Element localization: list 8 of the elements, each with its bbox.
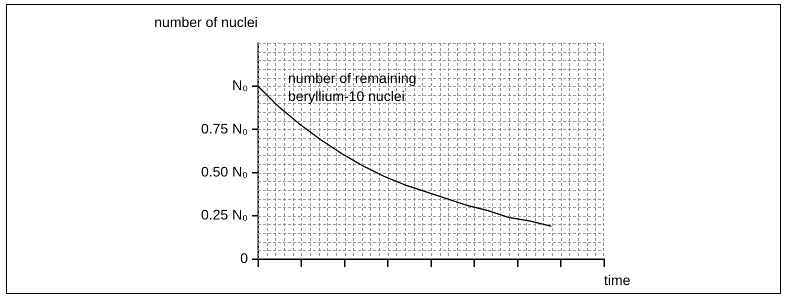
y-tick-label: 0 <box>240 250 248 266</box>
y-tick-label: 0.25 N₀ <box>200 206 248 223</box>
y-tick-label: 0.50 N₀ <box>200 163 248 180</box>
y-axis-title: number of nuclei <box>154 14 258 30</box>
y-tick-label: 0.75 N₀ <box>200 120 248 136</box>
y-tick-label: N₀ <box>232 77 248 94</box>
series-label: number of remaining beryllium-10 nuclei <box>288 70 416 104</box>
x-axis-title: time <box>604 272 631 288</box>
